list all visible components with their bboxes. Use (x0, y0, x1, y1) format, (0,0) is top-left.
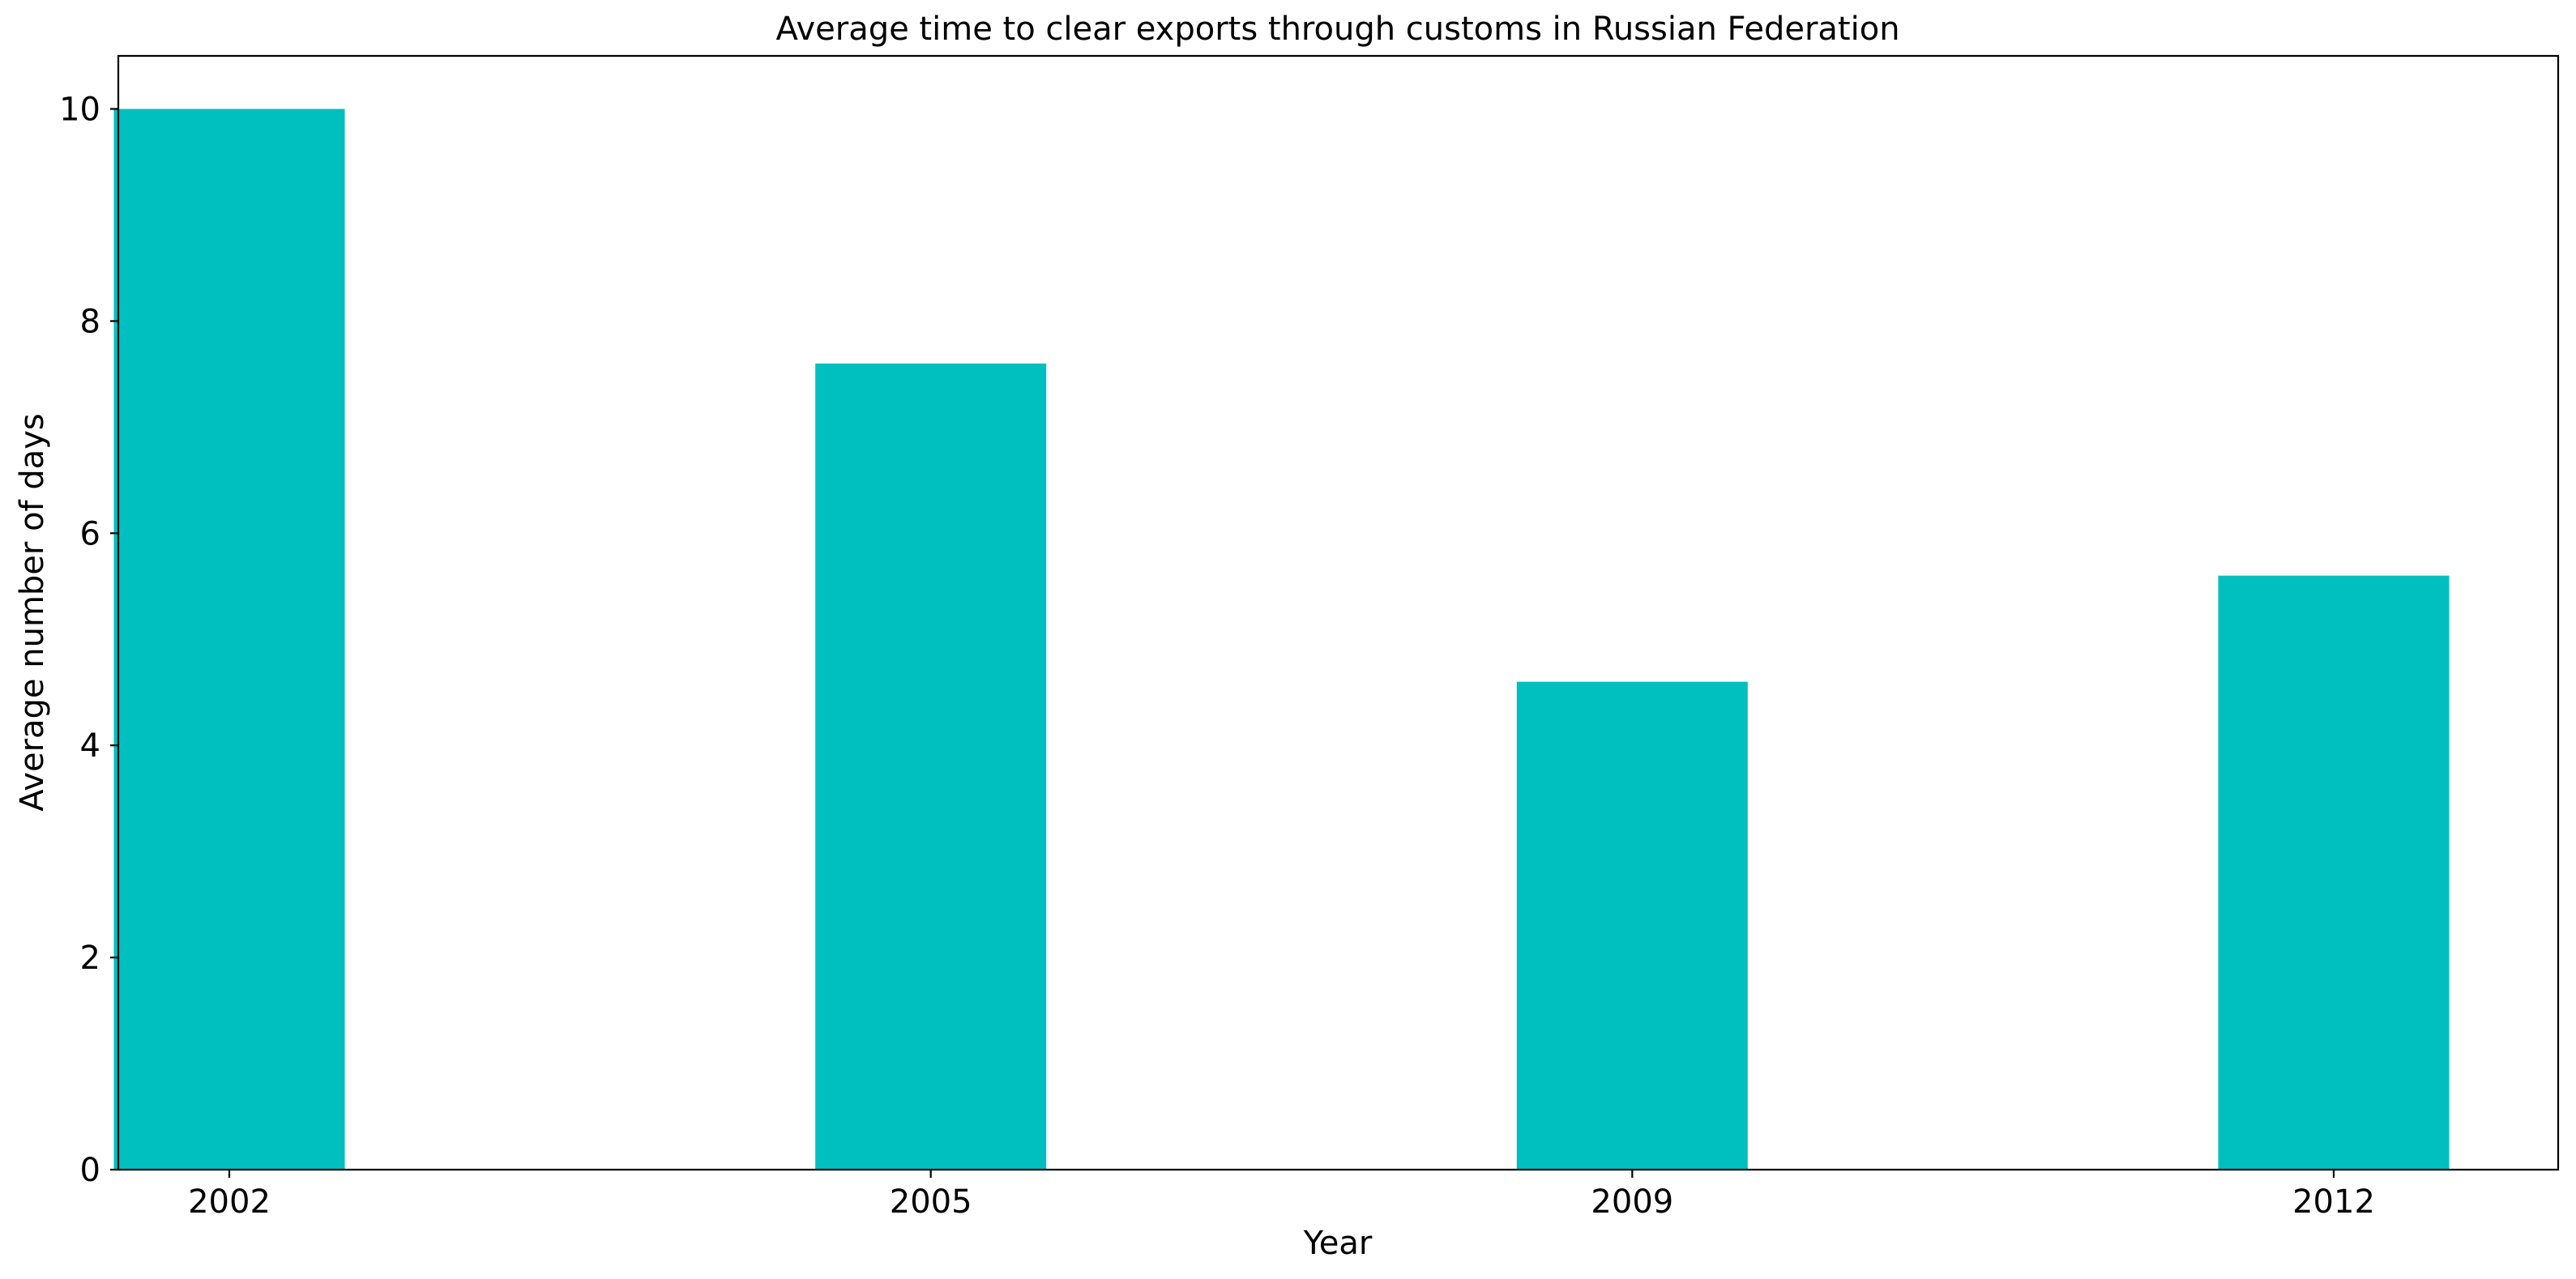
plot-area-frame (117, 54, 2560, 1171)
bar-2012 (2218, 575, 2450, 1170)
y-tick-label: 2 (80, 940, 100, 977)
chart-title: Average time to clear exports through cu… (775, 11, 1899, 48)
x-tick-label: 2009 (1591, 1183, 1673, 1221)
x-tick-label: 2002 (188, 1183, 271, 1221)
y-tick-label: 10 (59, 91, 100, 128)
bar-2005 (815, 363, 1047, 1170)
bar-2009 (1516, 681, 1748, 1170)
x-axis-ticks: 2002 2005 2009 2012 (188, 1170, 2375, 1221)
y-axis-ticks: 0 2 4 6 8 10 (59, 91, 118, 1189)
y-tick-label: 4 (80, 727, 100, 765)
x-tick-label: 2012 (2292, 1183, 2375, 1221)
x-axis-label: Year (1303, 1225, 1373, 1262)
y-tick-label: 0 (80, 1152, 100, 1189)
y-tick-label: 8 (80, 303, 100, 340)
x-tick-label: 2005 (890, 1183, 972, 1221)
bars-group (113, 109, 2450, 1170)
y-tick-label: 6 (80, 515, 100, 552)
y-axis-label: Average number of days (14, 413, 51, 811)
bar-2002 (113, 109, 345, 1170)
